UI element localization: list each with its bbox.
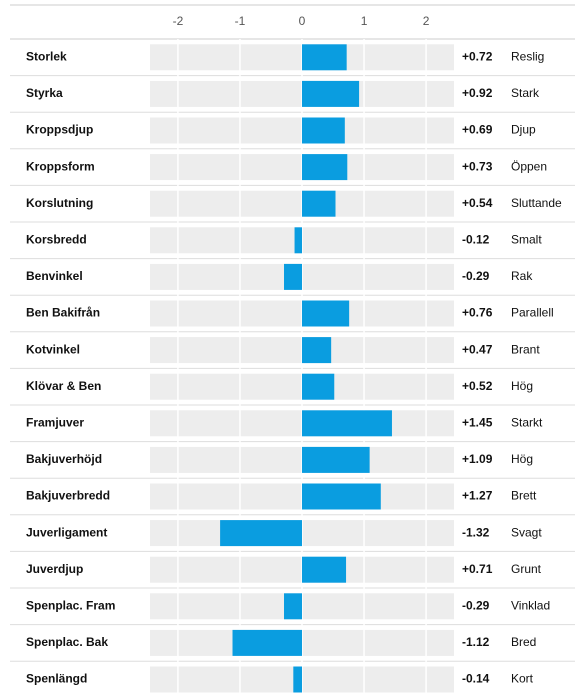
value-label: +1.45 — [462, 415, 493, 429]
value-label: +0.69 — [462, 123, 493, 137]
category-label: Ben Bakifrån — [26, 306, 100, 320]
value-label: +0.47 — [462, 342, 493, 356]
bar — [302, 410, 392, 437]
descriptor: Reslig — [511, 49, 544, 63]
value-label: +0.76 — [462, 306, 493, 320]
descriptor: Parallell — [511, 306, 554, 320]
bar — [284, 263, 302, 290]
category-label: Bakjuverhöjd — [26, 452, 102, 466]
value-label: -0.29 — [462, 269, 490, 283]
category-label: Kroppsdjup — [26, 123, 93, 137]
category-label: Juverligament — [26, 525, 107, 539]
bar — [232, 629, 302, 656]
category-label: Storlek — [26, 49, 67, 63]
bar — [302, 117, 345, 144]
descriptor: Grunt — [511, 562, 542, 576]
value-label: +0.72 — [462, 49, 493, 63]
bar — [302, 300, 350, 327]
category-label: Benvinkel — [26, 269, 83, 283]
bar — [302, 190, 336, 217]
descriptor: Öppen — [511, 159, 547, 173]
bar — [220, 520, 302, 547]
value-label: +1.09 — [462, 452, 493, 466]
value-label: +0.54 — [462, 196, 493, 210]
descriptor: Djup — [511, 123, 536, 137]
descriptor: Brett — [511, 489, 537, 503]
category-label: Korsbredd — [26, 232, 87, 246]
x-tick-label: 0 — [299, 14, 306, 28]
value-label: -0.14 — [462, 672, 490, 686]
value-label: -0.29 — [462, 598, 490, 612]
category-label: Styrka — [26, 86, 63, 100]
category-label: Korslutning — [26, 196, 93, 210]
value-label: -1.12 — [462, 635, 490, 649]
bar — [302, 154, 348, 181]
x-tick-label: 1 — [361, 14, 368, 28]
category-label: Juverdjup — [26, 562, 83, 576]
bar — [302, 373, 335, 400]
x-tick-label: -2 — [173, 14, 184, 28]
category-label: Kotvinkel — [26, 342, 80, 356]
value-label: -1.32 — [462, 525, 490, 539]
value-label: +0.73 — [462, 159, 493, 173]
bar — [302, 80, 360, 107]
x-tick-label: -1 — [235, 14, 246, 28]
value-label: -0.12 — [462, 232, 490, 246]
descriptor: Vinklad — [511, 598, 550, 612]
bar — [302, 337, 332, 364]
descriptor: Smalt — [511, 232, 542, 246]
descriptor: Rak — [511, 269, 533, 283]
bar — [294, 227, 302, 254]
descriptor: Starkt — [511, 415, 543, 429]
value-label: +1.27 — [462, 489, 493, 503]
category-label: Framjuver — [26, 415, 84, 429]
descriptor: Kort — [511, 672, 534, 686]
category-label: Kroppsform — [26, 159, 95, 173]
descriptor: Stark — [511, 86, 540, 100]
category-label: Bakjuverbredd — [26, 489, 110, 503]
bar — [302, 483, 381, 510]
value-label: +0.52 — [462, 379, 493, 393]
category-label: Klövar & Ben — [26, 379, 101, 393]
x-tick-label: 2 — [423, 14, 430, 28]
descriptor: Brant — [511, 342, 540, 356]
descriptor: Sluttande — [511, 196, 562, 210]
bar — [302, 556, 347, 583]
category-label: Spenlängd — [26, 672, 87, 686]
value-label: +0.71 — [462, 562, 493, 576]
descriptor: Bred — [511, 635, 536, 649]
value-label: +0.92 — [462, 86, 493, 100]
descriptor: Hög — [511, 379, 533, 393]
bar — [302, 446, 370, 473]
descriptor: Svagt — [511, 525, 542, 539]
category-label: Spenplac. Fram — [26, 598, 115, 612]
descriptor: Hög — [511, 452, 533, 466]
bar — [284, 593, 302, 620]
bar — [302, 44, 347, 71]
bar — [293, 666, 302, 693]
category-label: Spenplac. Bak — [26, 635, 108, 649]
